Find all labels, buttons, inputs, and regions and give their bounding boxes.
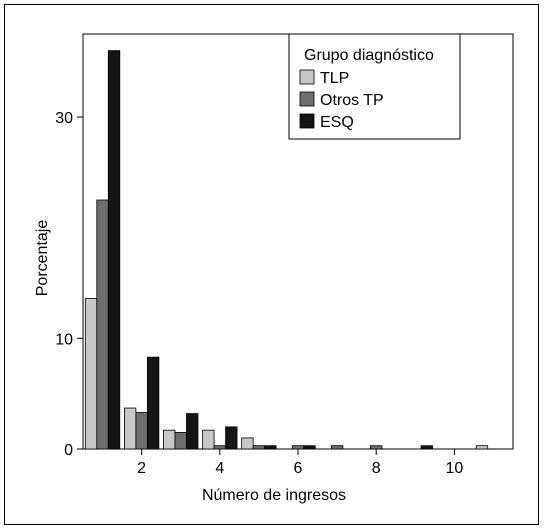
- bar-tlp-5: [241, 437, 254, 450]
- x-tick-label-8: 8: [372, 460, 381, 477]
- bar-tlp-1: [84, 298, 98, 450]
- legend-swatch-esq: [299, 113, 315, 129]
- y-tick-label-10: 10: [55, 331, 73, 348]
- legend-swatch-tlp: [299, 69, 315, 85]
- bar-tlp-11: [475, 445, 489, 450]
- bar-otros-tp-4: [213, 445, 226, 450]
- bar-esq-1: [107, 50, 121, 450]
- bar-otros-tp-6: [291, 445, 305, 450]
- y-axis-label: Porcentaje: [34, 220, 51, 297]
- legend: Grupo diagnóstico TLP Otros TP ESQ: [288, 33, 461, 140]
- x-tick-label-4: 4: [215, 460, 224, 477]
- legend-box: [288, 33, 461, 140]
- y-tick-label-30: 30: [55, 110, 73, 127]
- bar-tlp-2: [123, 407, 137, 450]
- legend-swatch-otros-tp: [299, 91, 315, 107]
- bar-tlp-4: [202, 429, 215, 450]
- bar-otros-tp-3: [174, 431, 187, 450]
- x-axis-label: Número de ingresos: [202, 487, 346, 504]
- bar-esq-2: [146, 356, 160, 450]
- chart-frame: [4, 4, 539, 525]
- bars: [84, 50, 489, 450]
- legend-label-esq: ESQ: [320, 114, 354, 131]
- axis-ticks: 2 4 6 8 10 0 10 30: [55, 110, 463, 477]
- bar-tlp-3: [163, 429, 176, 450]
- legend-label-otros-tp: Otros TP: [320, 92, 384, 109]
- bar-esq-6: [303, 445, 316, 450]
- bar-otros-tp-1: [96, 199, 109, 450]
- bar-esq-9: [420, 445, 433, 450]
- bar-otros-tp-5: [252, 445, 266, 450]
- x-tick-label-6: 6: [294, 460, 303, 477]
- bar-esq-5: [264, 445, 277, 450]
- legend-label-tlp: TLP: [320, 70, 349, 87]
- x-tick-label-2: 2: [137, 460, 146, 477]
- x-tick-label-10: 10: [445, 460, 463, 477]
- y-tick-label-0: 0: [64, 442, 73, 459]
- bar-otros-tp-2: [135, 412, 148, 450]
- legend-title: Grupo diagnóstico: [304, 47, 434, 64]
- bar-otros-tp-8: [370, 445, 383, 450]
- bar-esq-4: [225, 426, 238, 450]
- bar-esq-3: [186, 413, 199, 450]
- bar-otros-tp-7: [330, 445, 344, 450]
